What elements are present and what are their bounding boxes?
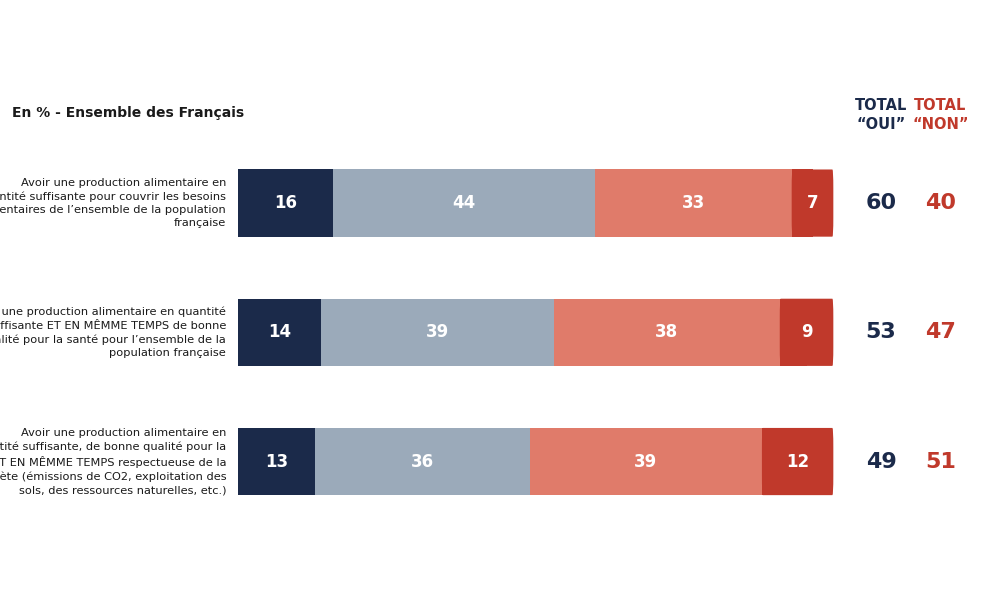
Text: 38: 38 — [655, 323, 678, 341]
Bar — [792, 169, 812, 236]
Bar — [530, 428, 762, 495]
Text: 12: 12 — [786, 452, 809, 470]
Text: TOTAL
“NON”: TOTAL “NON” — [912, 98, 969, 132]
Text: Avoir une production alimentaire en
quantité suffisante pour couvrir les besoins: Avoir une production alimentaire en quan… — [0, 178, 226, 228]
FancyBboxPatch shape — [780, 299, 833, 366]
Text: 36: 36 — [411, 452, 434, 470]
Text: 53: 53 — [866, 322, 896, 343]
Bar — [595, 169, 792, 236]
Text: TOTAL
“OUI”: TOTAL “OUI” — [855, 98, 907, 132]
Text: 33: 33 — [682, 194, 705, 212]
Text: 7: 7 — [807, 194, 818, 212]
Text: En % - Ensemble des Français: En % - Ensemble des Français — [12, 106, 244, 120]
Text: 47: 47 — [925, 322, 956, 343]
Text: 14: 14 — [268, 323, 291, 341]
Text: 51: 51 — [925, 452, 956, 472]
Text: 39: 39 — [634, 452, 657, 470]
Text: 16: 16 — [274, 194, 297, 212]
Bar — [238, 428, 315, 495]
Text: 49: 49 — [866, 452, 896, 472]
Text: 13: 13 — [265, 452, 288, 470]
Bar — [780, 299, 807, 366]
Bar — [321, 299, 554, 366]
Text: 39: 39 — [426, 323, 449, 341]
Bar — [333, 169, 595, 236]
Bar — [762, 428, 798, 495]
FancyBboxPatch shape — [762, 428, 833, 495]
Bar — [315, 428, 530, 495]
Text: 40: 40 — [925, 193, 956, 213]
Text: 9: 9 — [801, 323, 812, 341]
Bar — [554, 299, 780, 366]
Text: Avoir une production alimentaire en
quantité suffisante, de bonne qualité pour l: Avoir une production alimentaire en quan… — [0, 428, 226, 495]
Text: 60: 60 — [865, 193, 897, 213]
FancyBboxPatch shape — [792, 169, 833, 236]
Text: Avoir une production alimentaire en quantité
suffisante ET EN MÊMME TEMPS de bon: Avoir une production alimentaire en quan… — [0, 307, 226, 358]
Bar — [238, 299, 321, 366]
Text: 44: 44 — [453, 194, 476, 212]
Bar — [238, 169, 333, 236]
